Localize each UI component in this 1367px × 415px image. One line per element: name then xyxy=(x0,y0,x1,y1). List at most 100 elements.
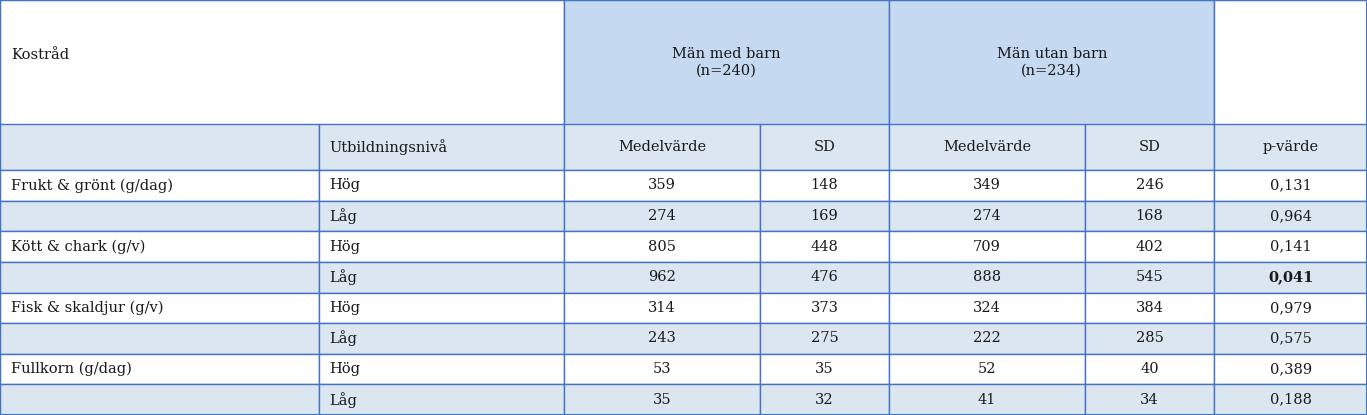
Text: 0,389: 0,389 xyxy=(1270,362,1312,376)
Bar xyxy=(0,354,319,384)
Text: 0,141: 0,141 xyxy=(1270,240,1311,254)
Text: Hög: Hög xyxy=(329,178,361,193)
Bar xyxy=(1085,232,1214,262)
Text: SD: SD xyxy=(813,140,835,154)
Text: 274: 274 xyxy=(648,209,675,223)
Bar xyxy=(319,124,565,170)
Text: Män med barn
(n=240): Män med barn (n=240) xyxy=(673,47,781,77)
Bar xyxy=(760,201,889,232)
Bar xyxy=(1214,201,1367,232)
Bar xyxy=(0,293,319,323)
Bar xyxy=(565,262,760,293)
Bar xyxy=(889,384,1085,415)
Bar xyxy=(0,323,319,354)
Text: 349: 349 xyxy=(973,178,1001,193)
Text: 53: 53 xyxy=(652,362,671,376)
Text: 285: 285 xyxy=(1136,332,1163,345)
Bar xyxy=(565,201,760,232)
Bar xyxy=(889,0,1214,124)
Bar xyxy=(1085,293,1214,323)
Bar xyxy=(319,323,565,354)
Text: 32: 32 xyxy=(815,393,834,407)
Text: 373: 373 xyxy=(811,301,838,315)
Bar xyxy=(889,323,1085,354)
Text: 274: 274 xyxy=(973,209,1001,223)
Bar xyxy=(1085,323,1214,354)
Text: Hög: Hög xyxy=(329,240,361,254)
Bar xyxy=(760,384,889,415)
Text: 0,131: 0,131 xyxy=(1270,178,1311,193)
Bar xyxy=(565,354,760,384)
Bar xyxy=(1214,170,1367,201)
Text: 148: 148 xyxy=(811,178,838,193)
Bar xyxy=(1085,201,1214,232)
Bar xyxy=(760,262,889,293)
Text: 243: 243 xyxy=(648,332,675,345)
Bar xyxy=(319,232,565,262)
Bar xyxy=(760,323,889,354)
Bar xyxy=(889,354,1085,384)
Text: 169: 169 xyxy=(811,209,838,223)
Text: 888: 888 xyxy=(973,270,1001,284)
Bar xyxy=(565,170,760,201)
Bar xyxy=(760,124,889,170)
Text: Hög: Hög xyxy=(329,301,361,315)
Bar xyxy=(0,232,319,262)
Bar xyxy=(889,232,1085,262)
Bar xyxy=(760,354,889,384)
Text: 35: 35 xyxy=(652,393,671,407)
Text: 0,041: 0,041 xyxy=(1269,270,1314,284)
Text: 35: 35 xyxy=(815,362,834,376)
Bar xyxy=(1214,232,1367,262)
Bar xyxy=(565,384,760,415)
Bar xyxy=(760,170,889,201)
Bar xyxy=(319,201,565,232)
Text: 0,979: 0,979 xyxy=(1270,301,1311,315)
Text: 476: 476 xyxy=(811,270,838,284)
Bar xyxy=(889,293,1085,323)
Text: Utbildningsnivå: Utbildningsnivå xyxy=(329,139,447,155)
Text: Fullkorn (g/dag): Fullkorn (g/dag) xyxy=(11,362,131,376)
Text: 359: 359 xyxy=(648,178,675,193)
Bar xyxy=(0,384,319,415)
Text: 805: 805 xyxy=(648,240,675,254)
Text: Män utan barn
(n=234): Män utan barn (n=234) xyxy=(997,47,1107,77)
Text: Låg: Låg xyxy=(329,208,357,224)
Text: 222: 222 xyxy=(973,332,1001,345)
Bar xyxy=(565,124,760,170)
Bar xyxy=(889,124,1085,170)
Text: Låg: Låg xyxy=(329,269,357,285)
Text: Kostråd: Kostråd xyxy=(11,48,70,62)
Bar xyxy=(1085,262,1214,293)
Bar xyxy=(760,293,889,323)
Text: 314: 314 xyxy=(648,301,675,315)
Bar xyxy=(0,201,319,232)
Bar xyxy=(0,0,565,124)
Text: Låg: Låg xyxy=(329,392,357,408)
Bar xyxy=(565,323,760,354)
Text: 962: 962 xyxy=(648,270,675,284)
Text: p-värde: p-värde xyxy=(1263,140,1319,154)
Text: 0,575: 0,575 xyxy=(1270,332,1311,345)
Text: Frukt & grönt (g/dag): Frukt & grönt (g/dag) xyxy=(11,178,174,193)
Text: Kött & chark (g/v): Kött & chark (g/v) xyxy=(11,239,145,254)
Text: 324: 324 xyxy=(973,301,1001,315)
Text: 40: 40 xyxy=(1140,362,1159,376)
Bar xyxy=(1214,384,1367,415)
Bar xyxy=(565,0,889,124)
Bar xyxy=(1085,354,1214,384)
Text: 0,188: 0,188 xyxy=(1270,393,1312,407)
Bar xyxy=(1085,124,1214,170)
Bar xyxy=(319,170,565,201)
Text: 709: 709 xyxy=(973,240,1001,254)
Text: 34: 34 xyxy=(1140,393,1159,407)
Text: Fisk & skaldjur (g/v): Fisk & skaldjur (g/v) xyxy=(11,301,164,315)
Text: Medelvärde: Medelvärde xyxy=(943,140,1031,154)
Bar xyxy=(1085,170,1214,201)
Bar xyxy=(1214,262,1367,293)
Bar xyxy=(319,262,565,293)
Text: 168: 168 xyxy=(1136,209,1163,223)
Text: 402: 402 xyxy=(1136,240,1163,254)
Bar xyxy=(0,170,319,201)
Bar xyxy=(1214,0,1367,124)
